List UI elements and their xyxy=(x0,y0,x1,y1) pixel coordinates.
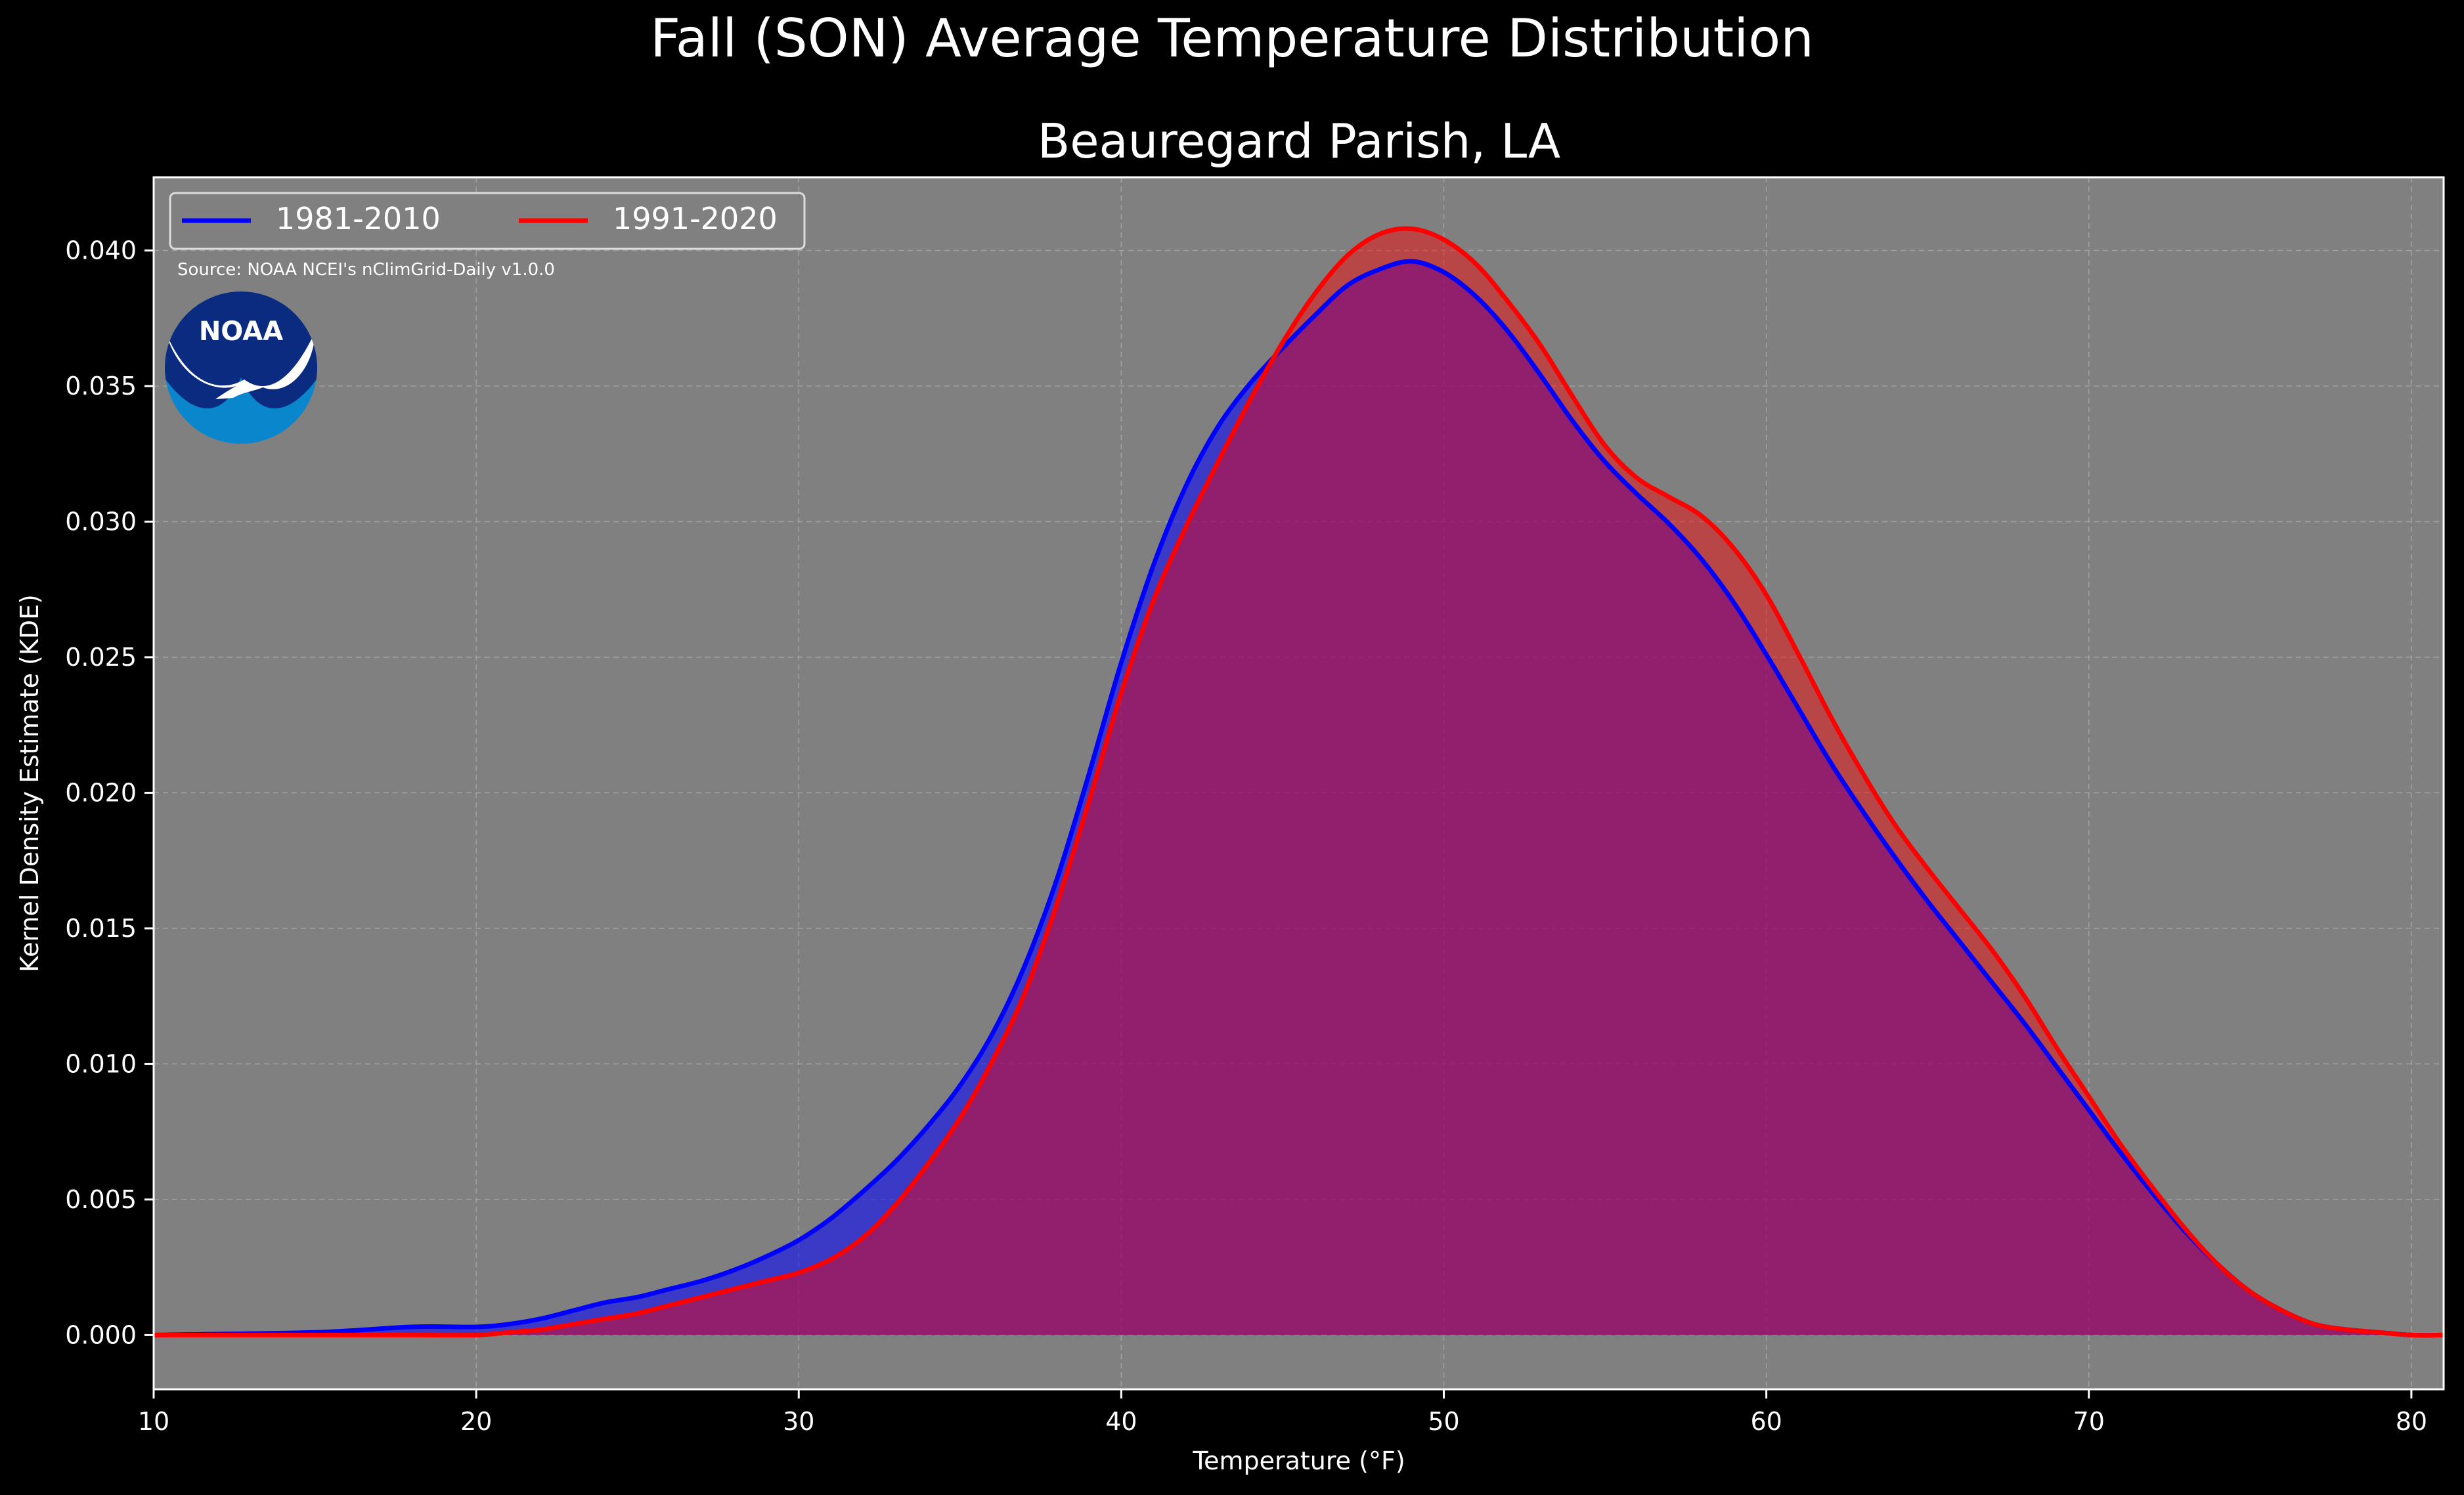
noaa-logo-upper-field xyxy=(165,292,317,409)
x-tick-label: 10 xyxy=(138,1407,169,1436)
noaa-logo-text: NOAA xyxy=(199,316,283,347)
x-tick-label: 70 xyxy=(2073,1407,2105,1436)
axis-ticks: 10 20 30 40 50 60 70 80 0.000 0.005 0.010 0.015 0.02… xyxy=(65,236,2427,1436)
y-tick-label: 0.020 xyxy=(65,778,137,807)
legend-box xyxy=(169,192,806,250)
y-tick-label: 0.025 xyxy=(65,643,137,672)
series-lines xyxy=(153,226,2444,1338)
y-axis-label: Kernel Density Estimate (KDE) xyxy=(15,594,44,972)
y-tick-label: 0.010 xyxy=(65,1049,137,1078)
x-tick-label: 40 xyxy=(1105,1407,1137,1436)
noaa-logo: NOAA xyxy=(165,292,317,444)
legend: 1981-2010 1991-2020 xyxy=(169,192,806,250)
series-area-1981-2010 xyxy=(154,261,2444,1335)
legend-label-1981-2010: 1981-2010 xyxy=(276,201,441,236)
legend-label-1991-2020: 1991-2020 xyxy=(613,201,778,236)
series-line-1991-2020 xyxy=(153,226,2444,1338)
figure-suptitle: Fall (SON) Average Temperature Distribut… xyxy=(650,8,1814,69)
x-tick-label: 80 xyxy=(2396,1407,2427,1436)
x-tick-label: 30 xyxy=(783,1407,814,1436)
y-tick-label: 0.030 xyxy=(65,507,137,536)
noaa-logo-bird xyxy=(165,332,315,399)
y-tick-label: 0.000 xyxy=(65,1320,137,1349)
series-fills xyxy=(154,228,2444,1335)
chart-title: Beauregard Parish, LA xyxy=(1038,114,1560,169)
plot-frame xyxy=(152,176,2445,1391)
x-tick-label: 50 xyxy=(1428,1407,1459,1436)
series-area-1991-2020 xyxy=(154,228,2444,1335)
source-note: Source: NOAA NCEI's nClimGrid-Daily v1.0… xyxy=(177,260,555,280)
x-tick-label: 20 xyxy=(460,1407,492,1436)
y-tick-label: 0.035 xyxy=(65,372,137,401)
x-tick-label: 60 xyxy=(1750,1407,1782,1436)
y-tick-label: 0.040 xyxy=(65,236,137,265)
y-tick-label: 0.015 xyxy=(65,914,137,943)
x-axis-label: Temperature (°F) xyxy=(1192,1446,1405,1475)
series-line-1981-2010 xyxy=(153,259,2444,1338)
y-tick-label: 0.005 xyxy=(65,1185,137,1214)
